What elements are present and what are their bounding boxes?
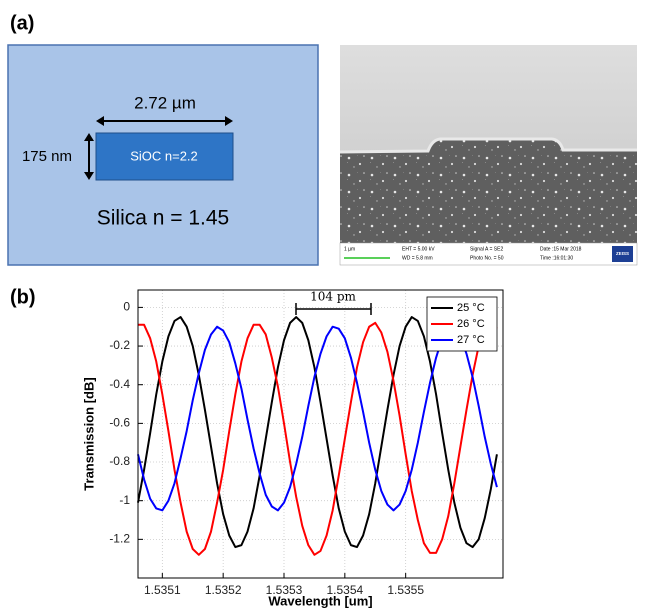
width-label: 2.72 µm [134, 93, 196, 112]
y-tick-label: -0.2 [109, 338, 130, 352]
sem-info: Time :16:01:30 [540, 255, 573, 261]
y-tick-label: 0 [123, 300, 130, 314]
sem-logo [612, 246, 633, 262]
series-line [137, 325, 498, 512]
panel-label: (a) [10, 12, 34, 34]
sem-info-bar [339, 242, 638, 266]
x-tick-label: 1.5354 [326, 583, 363, 597]
core [95, 132, 234, 181]
legend-label: 27 °C [457, 334, 485, 346]
sem-info: Photo No. = 50 [470, 255, 504, 261]
cladding-label: Silica n = 1.45 [97, 207, 230, 230]
annotation: 104 pm [310, 290, 356, 304]
series-line [137, 316, 498, 549]
y-tick-label: -1.2 [109, 532, 130, 546]
legend-label: 26 °C [457, 318, 485, 330]
y-tick-label: -0.8 [109, 454, 130, 468]
legend-label: 25 °C [457, 302, 485, 314]
x-tick-label: 1.5351 [144, 583, 181, 597]
series-line [138, 321, 498, 556]
y-tick-label: -0.6 [109, 416, 130, 430]
height-label: 175 nm [22, 148, 72, 165]
x-tick-label: 1.5355 [387, 583, 424, 597]
sem-info: EHT = 5.00 kV [402, 246, 435, 252]
core-label: SiOC n=2.2 [130, 148, 198, 163]
plot: 0 -0.2 -0.4 -0.6 -0.8 -1 -1.2 1.5351 1.5352 1.535… [81, 289, 504, 608]
panel-label: (b) [10, 286, 36, 308]
y-tick-label: -0.4 [109, 377, 130, 391]
sem-substrate [340, 139, 637, 245]
y-axis-label: Transmission [dB] [81, 377, 96, 490]
y-tick-label: -1 [119, 493, 130, 507]
sem-scale-label: 1 µm [344, 246, 355, 252]
sem-info: Date :15 Mar 2018 [540, 246, 582, 252]
x-tick-label: 1.5353 [266, 583, 303, 597]
sem-surface [339, 137, 637, 154]
plot-frame [137, 289, 504, 579]
sem-logo-text: ZEISS [616, 251, 629, 256]
x-axis-label: Wavelength [um] [268, 593, 372, 608]
sem-info: WD = 5.8 mm [402, 255, 433, 261]
x-tick-label: 1.5352 [205, 583, 242, 597]
sem-info: Signal A = SE2 [470, 246, 503, 252]
